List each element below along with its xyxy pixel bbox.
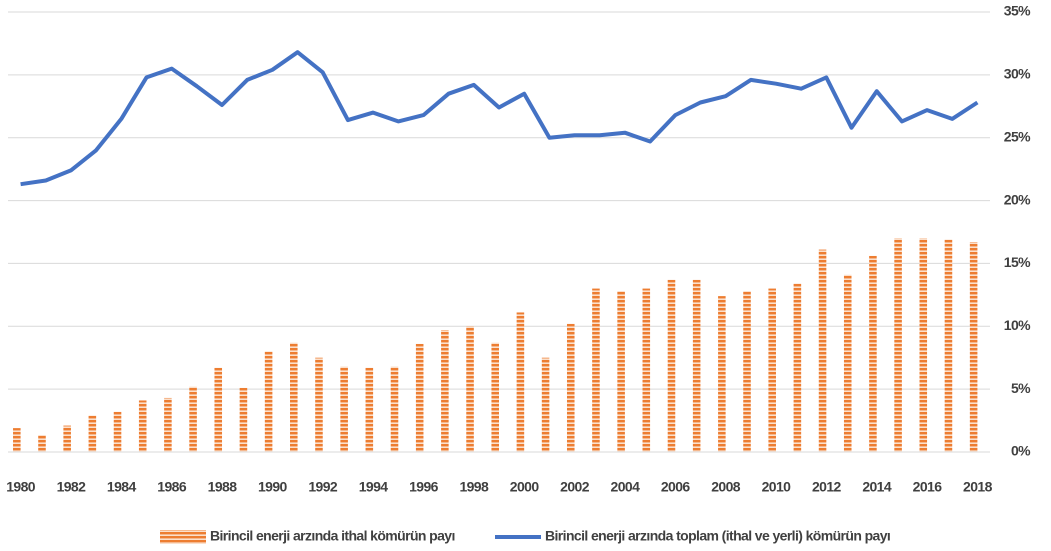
x-tick-label: 1994 — [359, 479, 389, 495]
x-tick-label: 2004 — [611, 479, 641, 495]
y-tick-label: 35% — [1004, 3, 1031, 19]
bar — [390, 366, 399, 452]
legend-label: Birincil enerji arzında ithal kömürün pa… — [210, 528, 455, 544]
x-tick-label: 1996 — [409, 479, 439, 495]
bar — [969, 242, 978, 452]
x-tick-label: 2016 — [913, 479, 943, 495]
bar — [214, 367, 223, 452]
bar — [38, 435, 46, 452]
bar — [592, 288, 600, 452]
x-tick-label: 1986 — [157, 479, 187, 495]
x-tick-label: 2008 — [711, 479, 741, 495]
bar — [667, 279, 676, 452]
bar — [63, 425, 71, 452]
bar — [944, 239, 953, 452]
bar — [491, 342, 499, 452]
bar — [793, 283, 802, 452]
bar — [642, 288, 651, 452]
bar — [264, 351, 273, 452]
x-tick-label: 1998 — [459, 479, 489, 495]
bar — [13, 428, 21, 452]
x-tick-label: 1990 — [258, 479, 288, 495]
bar — [692, 279, 701, 452]
x-tick-label: 2002 — [560, 479, 590, 495]
x-tick-label: 1984 — [107, 479, 137, 495]
bar — [290, 342, 298, 452]
x-tick-label: 2018 — [963, 479, 993, 495]
bar — [566, 323, 575, 452]
bar — [869, 255, 877, 452]
bar — [164, 397, 172, 452]
x-tick-label: 1988 — [208, 479, 238, 495]
bar — [894, 238, 902, 452]
bar — [189, 386, 197, 452]
x-tick-label: 2014 — [862, 479, 892, 495]
y-tick-label: 30% — [1004, 66, 1031, 82]
bar — [541, 357, 550, 452]
x-tick-label: 1980 — [6, 479, 36, 495]
x-tick-label: 1982 — [57, 479, 87, 495]
legend-swatch — [160, 530, 206, 544]
y-tick-label: 15% — [1004, 254, 1031, 270]
y-tick-label: 10% — [1004, 317, 1031, 333]
x-tick-label: 1992 — [308, 479, 338, 495]
y-tick-label: 5% — [1011, 380, 1031, 396]
bar — [88, 415, 97, 452]
bar — [617, 291, 625, 452]
x-tick-label: 2010 — [762, 479, 792, 495]
bar — [818, 249, 827, 452]
x-tick-label: 2012 — [812, 479, 842, 495]
bar — [466, 326, 474, 452]
bar — [239, 387, 248, 452]
bar — [919, 238, 928, 452]
y-tick-label: 25% — [1004, 128, 1031, 144]
x-tick-label: 2006 — [661, 479, 691, 495]
bar — [113, 411, 122, 452]
bar — [743, 291, 751, 452]
bar — [415, 343, 424, 452]
bar — [138, 400, 147, 452]
legend-label: Birincil enerji arzında toplam (ithal ve… — [545, 528, 890, 544]
bar — [718, 296, 726, 452]
bar — [365, 367, 374, 452]
y-tick-label: 20% — [1004, 191, 1031, 207]
x-tick-label: 2000 — [510, 479, 540, 495]
bar — [441, 330, 449, 452]
bar — [340, 366, 348, 452]
line — [20, 50, 979, 187]
y-tick-label: 0% — [1011, 443, 1031, 459]
bar — [768, 288, 776, 452]
bar — [843, 274, 852, 452]
bar — [516, 312, 525, 452]
bar — [315, 357, 323, 452]
